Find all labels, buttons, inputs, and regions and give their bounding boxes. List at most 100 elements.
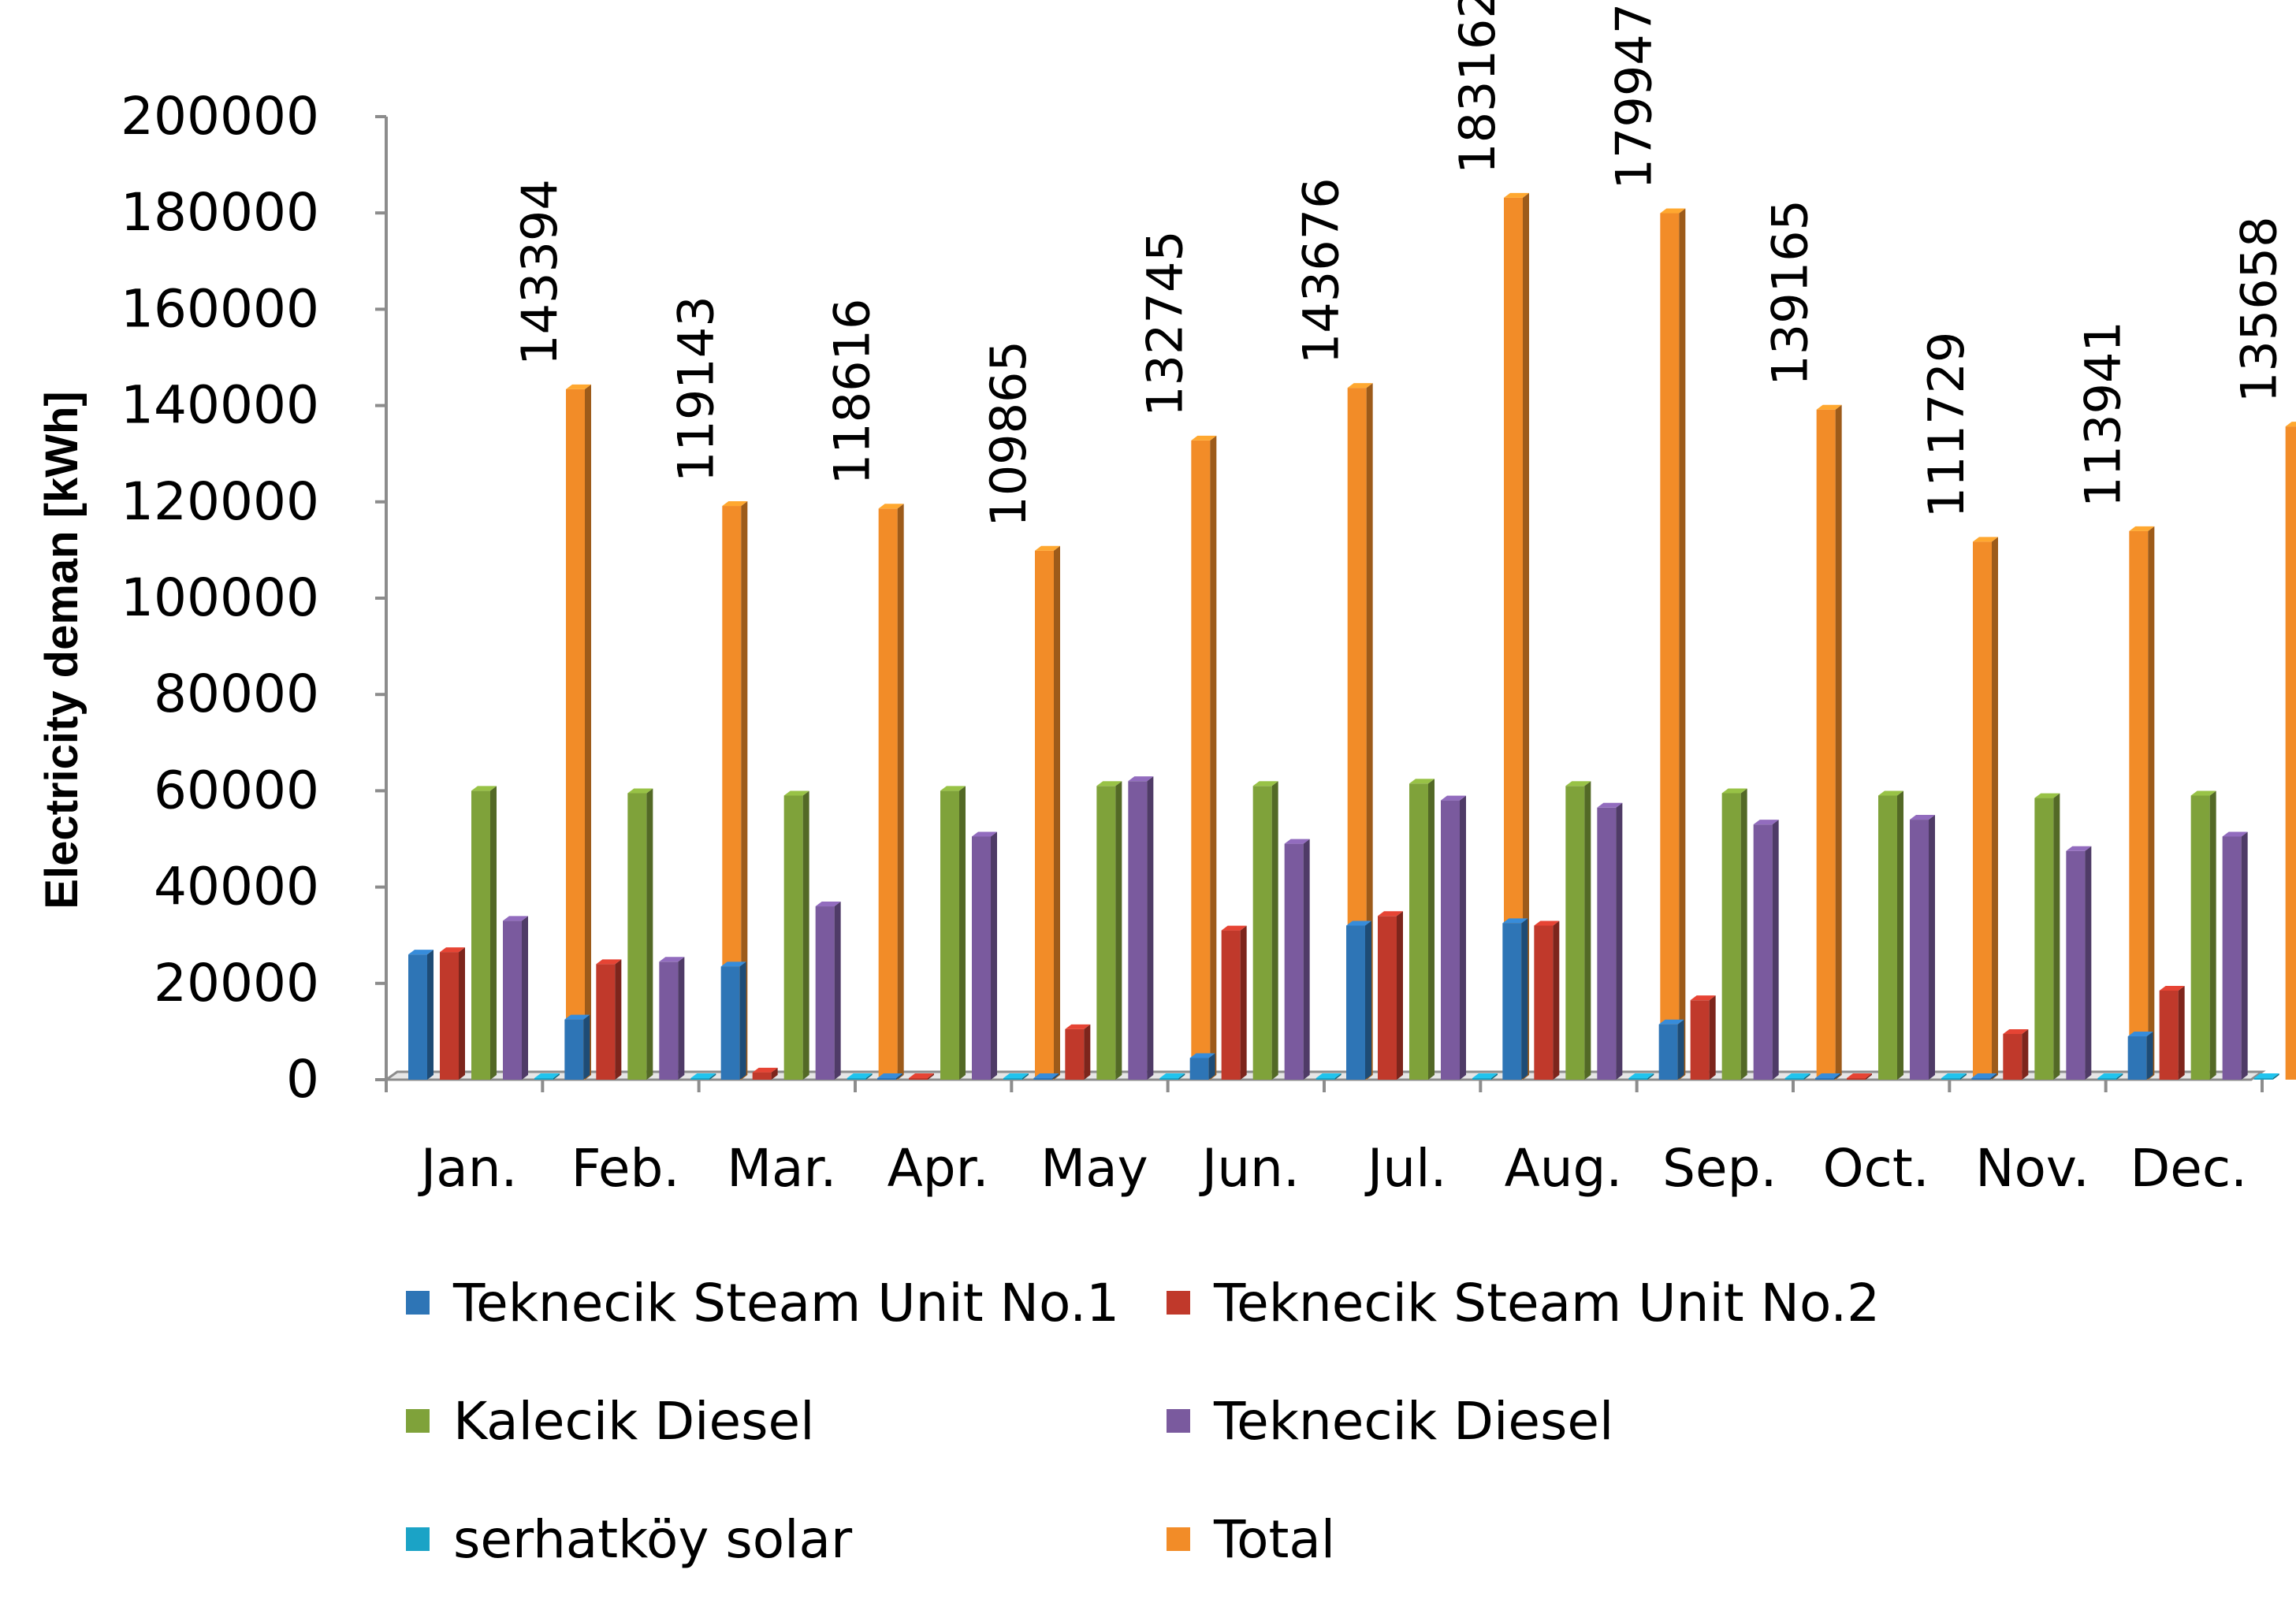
x-category-label: Jul. xyxy=(1364,1138,1447,1199)
legend-item-serhatk-y-solar: serhatköy solar xyxy=(406,1509,853,1570)
data-label-total: 109865 xyxy=(980,340,1037,527)
x-category-label: Feb. xyxy=(571,1138,680,1199)
bar-teknecik-steam-unit-no-2-sep xyxy=(1690,995,1716,1080)
data-label-total: 111729 xyxy=(1918,332,1975,519)
x-category-label: Dec. xyxy=(2130,1138,2247,1199)
bar-kalecik-diesel-nov xyxy=(2034,793,2060,1080)
bar-kalecik-diesel-feb xyxy=(627,788,653,1080)
bar-teknecik-steam-unit-no-1-mar xyxy=(720,961,746,1080)
bar-teknecik-steam-unit-no-1-aug xyxy=(1502,918,1528,1080)
bar-teknecik-steam-unit-no-2-dec xyxy=(2159,985,2185,1080)
legend-swatch xyxy=(1167,1409,1190,1433)
bar-serhatk-y-solar-sep xyxy=(1784,1073,1810,1080)
bar-teknecik-steam-unit-no-2-feb xyxy=(596,959,622,1080)
bar-teknecik-diesel-apr xyxy=(972,831,997,1080)
legend-swatch xyxy=(1167,1291,1190,1315)
bar-teknecik-steam-unit-no-1-feb xyxy=(564,1014,590,1080)
y-tick-label: 100000 xyxy=(121,567,319,628)
bar-total-may xyxy=(1191,435,1217,1080)
legend-swatch xyxy=(406,1409,430,1433)
bar-teknecik-steam-unit-no-1-may xyxy=(1033,1073,1059,1080)
bar-serhatk-y-solar-aug xyxy=(1628,1073,1654,1080)
bar-teknecik-diesel-dec xyxy=(2222,831,2248,1080)
bars xyxy=(408,192,2296,1080)
legend-label: Teknecik Diesel xyxy=(1213,1391,1613,1452)
data-label-total: 119143 xyxy=(667,296,724,482)
bar-serhatk-y-solar-jun xyxy=(1315,1073,1342,1080)
data-label-total: 139165 xyxy=(1762,199,1819,386)
data-label-total: 132745 xyxy=(1136,230,1193,417)
legend-label: Kalecik Diesel xyxy=(453,1391,814,1452)
x-category-label: Apr. xyxy=(888,1138,989,1199)
bar-kalecik-diesel-dec xyxy=(2190,790,2216,1080)
y-tick-label: 140000 xyxy=(121,375,319,436)
bar-total-aug xyxy=(1660,208,1686,1080)
y-tick-label: 120000 xyxy=(121,471,319,532)
bar-teknecik-steam-unit-no-2-jan xyxy=(440,947,465,1080)
bar-kalecik-diesel-may xyxy=(1096,781,1122,1080)
bar-serhatk-y-solar-dec xyxy=(2253,1073,2279,1080)
bar-serhatk-y-solar-jul xyxy=(1472,1073,1498,1080)
bar-teknecik-diesel-oct xyxy=(1910,815,1935,1080)
data-labels: 143394 119143 118616 109865 132745 143676 1831… xyxy=(511,0,2288,527)
bar-total-mar xyxy=(878,504,904,1080)
bar-teknecik-steam-unit-no-2-apr xyxy=(909,1073,934,1080)
x-category-label: May xyxy=(1040,1138,1148,1199)
bar-teknecik-steam-unit-no-1-jan xyxy=(408,950,434,1080)
legend-label: Teknecik Steam Unit No.2 xyxy=(1213,1273,1880,1333)
bar-serhatk-y-solar-feb xyxy=(690,1073,716,1080)
bar-teknecik-diesel-nov xyxy=(2066,846,2092,1080)
data-label-total: 135658 xyxy=(2231,216,2288,403)
bar-kalecik-diesel-aug xyxy=(1565,781,1591,1080)
bar-teknecik-steam-unit-no-1-dec xyxy=(2127,1032,2153,1080)
bar-kalecik-diesel-mar xyxy=(783,790,809,1080)
x-category-label: Oct. xyxy=(1823,1138,1929,1199)
bar-teknecik-diesel-jan xyxy=(503,916,528,1080)
bar-total-nov xyxy=(2129,526,2155,1080)
y-tick-label: 40000 xyxy=(154,857,319,917)
bar-teknecik-diesel-jun xyxy=(1284,839,1310,1080)
bar-teknecik-steam-unit-no-2-may xyxy=(1065,1024,1091,1080)
y-axis-title: Electricity deman [kWh] xyxy=(36,391,87,909)
legend-swatch xyxy=(406,1291,430,1315)
bar-kalecik-diesel-jan xyxy=(471,786,497,1080)
bar-teknecik-steam-unit-no-1-jun xyxy=(1189,1053,1215,1080)
legend-label: Total xyxy=(1213,1509,1335,1570)
x-category-label: Nov. xyxy=(1975,1138,2089,1199)
x-category-label: Sep. xyxy=(1662,1138,1777,1199)
bar-teknecik-steam-unit-no-1-jul xyxy=(1346,920,1371,1080)
bar-teknecik-diesel-jul xyxy=(1441,795,1466,1080)
bar-kalecik-diesel-oct xyxy=(1878,790,1903,1080)
y-tick-label: 200000 xyxy=(121,86,319,147)
bar-kalecik-diesel-apr xyxy=(940,786,966,1080)
bar-serhatk-y-solar-jan xyxy=(534,1073,560,1080)
bar-teknecik-steam-unit-no-1-oct xyxy=(1815,1073,1840,1080)
x-category-label: Mar. xyxy=(727,1138,836,1199)
y-tick-label: 180000 xyxy=(121,182,319,243)
y-tick-label: 0 xyxy=(286,1049,319,1110)
bar-serhatk-y-solar-oct xyxy=(1941,1073,1967,1080)
bar-teknecik-steam-unit-no-2-mar xyxy=(752,1067,778,1080)
bar-kalecik-diesel-jul xyxy=(1409,779,1435,1080)
legend-item-teknecik-steam-unit-no-2: Teknecik Steam Unit No.2 xyxy=(1167,1273,1880,1333)
bar-teknecik-steam-unit-no-1-nov xyxy=(1971,1073,1997,1080)
bar-kalecik-diesel-sep xyxy=(1721,788,1747,1080)
legend-item-teknecik-steam-unit-no-1: Teknecik Steam Unit No.1 xyxy=(406,1273,1119,1333)
bar-total-dec xyxy=(2285,422,2296,1080)
data-label-total: 179947 xyxy=(1605,3,1662,190)
data-label-total: 143676 xyxy=(1293,177,1350,364)
category-labels: Jan. Feb. Mar. Apr. May Jun. Jul. Aug. Sep. Oct. N… xyxy=(418,1138,2247,1199)
bar-total-sep xyxy=(1816,404,1842,1080)
y-tick-label: 20000 xyxy=(154,953,319,1013)
x-category-label: Jun. xyxy=(1199,1138,1300,1199)
legend: Teknecik Steam Unit No.1 Teknecik Steam U… xyxy=(406,1273,1880,1570)
x-category-label: Jan. xyxy=(418,1138,518,1199)
data-label-total: 143394 xyxy=(511,179,568,366)
legend-item-total: Total xyxy=(1167,1509,1335,1570)
bar-teknecik-diesel-sep xyxy=(1753,820,1779,1080)
bar-teknecik-diesel-may xyxy=(1128,776,1154,1080)
y-tick-label: 160000 xyxy=(121,278,319,339)
bar-total-apr xyxy=(1035,545,1060,1080)
bar-teknecik-steam-unit-no-2-jul xyxy=(1378,911,1403,1080)
